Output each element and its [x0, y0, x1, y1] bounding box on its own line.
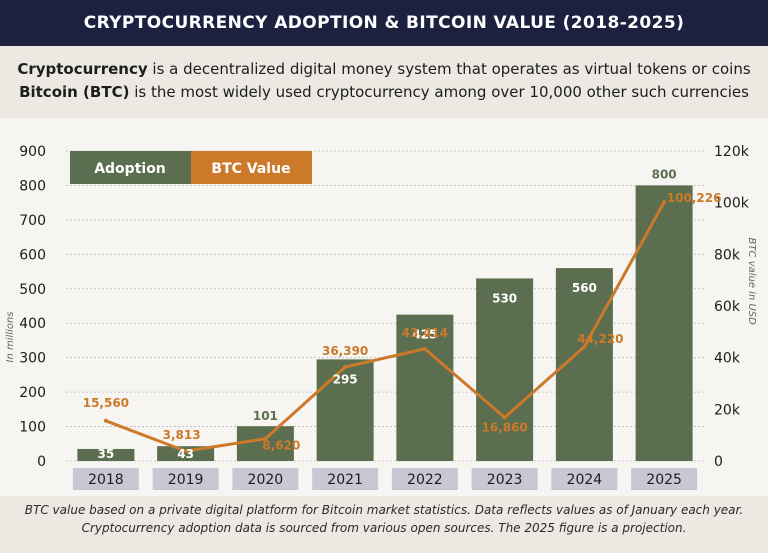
y-tick-left: 300 [19, 351, 46, 367]
x-tick-label: 2020 [248, 472, 284, 488]
page-title: CRYPTOCURRENCY ADOPTION & BITCOIN VALUE … [84, 13, 685, 33]
legend-btc-label: BTC Value [211, 161, 290, 177]
bar-data-label: 43 [177, 447, 194, 461]
y-tick-left: 900 [19, 144, 46, 160]
line-data-label: 36,390 [322, 344, 368, 358]
x-tick-label: 2018 [88, 472, 124, 488]
intro-line-2: Bitcoin (BTC) is the most widely used cr… [0, 81, 768, 104]
bar-data-label: 35 [98, 447, 115, 461]
line-data-label: 43,414 [402, 326, 448, 340]
y-tick-left: 600 [19, 247, 46, 263]
btc-value-point [423, 347, 427, 351]
y-tick-left: 100 [19, 420, 46, 436]
line-data-label: 100,226 [667, 191, 722, 205]
y-tick-right: 80k [714, 247, 741, 263]
line-data-label: 16,860 [481, 420, 527, 434]
x-tick-label: 2023 [487, 472, 523, 488]
intro-term-crypto: Cryptocurrency [17, 60, 147, 78]
x-tick-label: 2019 [168, 472, 204, 488]
y-tick-left: 200 [19, 385, 46, 401]
intro-line-1-text: is a decentralized digital money system … [148, 60, 751, 78]
bar-data-label: 560 [572, 281, 597, 295]
y-tick-left: 0 [37, 454, 46, 470]
btc-value-point [343, 365, 347, 369]
title-bar: CRYPTOCURRENCY ADOPTION & BITCOIN VALUE … [0, 0, 768, 46]
y-tick-left: 400 [19, 316, 46, 332]
y-axis-title-left: In millions [5, 312, 16, 363]
x-tick-label: 2025 [646, 472, 682, 488]
x-tick-label: 2024 [567, 472, 603, 488]
y-axis-title-right: BTC value in USD [746, 238, 757, 326]
intro-text: Cryptocurrency is a decentralized digita… [0, 46, 768, 118]
bar-data-label: 530 [492, 291, 517, 305]
chart-area: 0 100 200 300 400 500 600 700 800 900 0 20k 40k 60k 80… [0, 118, 768, 496]
footnote-line-1: BTC value based on a private digital pla… [0, 501, 768, 519]
line-data-label: 3,813 [163, 428, 201, 442]
bar [636, 185, 693, 461]
btc-value-point [503, 415, 507, 419]
y-tick-left: 800 [19, 178, 46, 194]
legend-adoption-label: Adoption [94, 161, 166, 177]
combo-chart: 0 100 200 300 400 500 600 700 800 900 0 20k 40k 60k 80… [0, 118, 768, 496]
line-data-label: 15,560 [83, 396, 129, 410]
footnote: BTC value based on a private digital pla… [0, 498, 768, 553]
footnote-line-2: Cryptocurrency adoption data is sourced … [0, 519, 768, 537]
y-tick-left: 700 [19, 213, 46, 229]
y-tick-right: 20k [714, 402, 741, 418]
y-tick-right: 60k [714, 299, 741, 315]
x-tick-label: 2021 [327, 472, 363, 488]
bar-data-label: 101 [253, 409, 278, 423]
x-tick-label: 2022 [407, 472, 443, 488]
intro-line-1: Cryptocurrency is a decentralized digita… [0, 58, 768, 81]
y-tick-left: 500 [19, 282, 46, 298]
line-data-label: 44,220 [577, 332, 623, 346]
y-tick-right: 120k [714, 144, 750, 160]
y-tick-right: 0 [714, 454, 723, 470]
bar-data-label: 295 [333, 372, 358, 386]
btc-value-point [662, 200, 666, 204]
y-tick-right: 40k [714, 351, 741, 367]
bar-data-label: 800 [652, 167, 677, 181]
btc-value-point [104, 419, 108, 423]
intro-line-2-text: is the most widely used cryptocurrency a… [129, 83, 749, 101]
intro-term-bitcoin: Bitcoin (BTC) [19, 83, 129, 101]
line-data-label: 8,620 [262, 439, 300, 453]
